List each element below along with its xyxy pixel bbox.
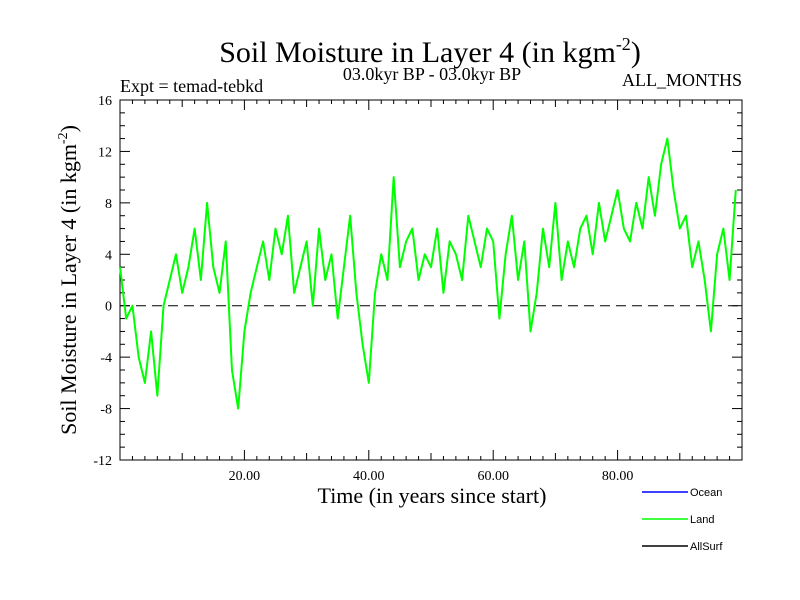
legend: Ocean Land AllSurf xyxy=(642,487,723,553)
legend-label-land: Land xyxy=(690,514,714,526)
x-axis-label: Time (in years since start) xyxy=(318,483,547,508)
plot-frame xyxy=(119,99,743,461)
legend-label-ocean: Ocean xyxy=(690,487,722,499)
y-tick-label: 4 xyxy=(105,248,112,263)
series-group xyxy=(119,137,737,410)
y-tick-label: -12 xyxy=(93,454,112,469)
y-tick-label: 0 xyxy=(105,300,112,315)
y-tick-label: 12 xyxy=(98,145,112,160)
axis-ticks xyxy=(120,99,742,461)
y-tick-label: -4 xyxy=(100,351,112,366)
subtitle-period: 03.0kyr BP - 03.0kyr BP xyxy=(343,64,521,84)
x-tick-label: 80.00 xyxy=(602,469,634,484)
y-tick-label: 16 xyxy=(98,94,112,109)
y-tick-label: 8 xyxy=(105,197,112,212)
y-tick-label: -8 xyxy=(100,403,112,418)
x-tick-label: 20.00 xyxy=(229,469,261,484)
chart-title: Soil Moisture in Layer 4 (in kgm-2) xyxy=(219,34,641,69)
subtitle-experiment: Expt = temad-tebkd xyxy=(120,76,263,96)
x-tick-label: 60.00 xyxy=(477,469,509,484)
x-tick-label: 40.00 xyxy=(353,469,385,484)
series-line-land xyxy=(119,137,737,410)
subtitle-months: ALL_MONTHS xyxy=(622,70,742,90)
axis-tick-labels: -12 -8 -4 0 4 8 12 16 20.00 40.00 60.00 80.00 xyxy=(93,94,633,484)
y-axis-label: Soil Moisture in Layer 4 (in kgm-2) xyxy=(56,125,81,435)
legend-label-allsurf: AllSurf xyxy=(690,541,723,553)
